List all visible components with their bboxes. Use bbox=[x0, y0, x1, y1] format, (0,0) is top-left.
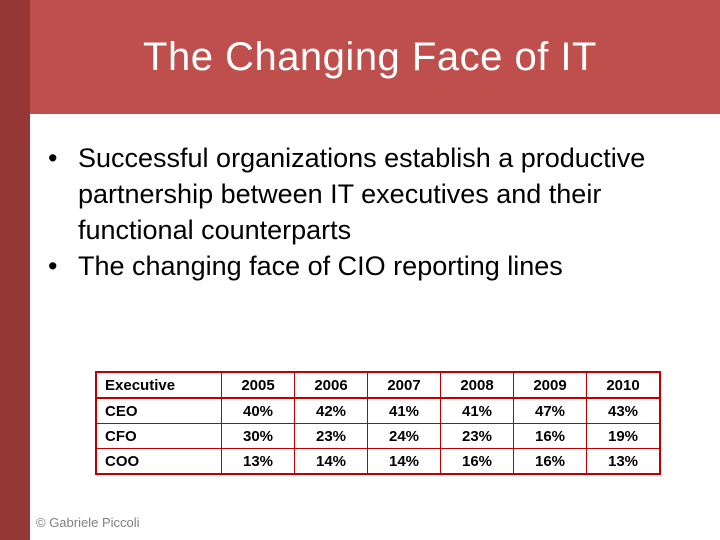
header-cell-executive: Executive bbox=[95, 371, 222, 399]
table-row-ceo: CEO 40% 42% 41% 41% 47% 43% bbox=[95, 397, 661, 424]
data-cell: 41% bbox=[440, 397, 514, 424]
data-cell: 14% bbox=[367, 448, 441, 475]
data-cell: 23% bbox=[440, 423, 514, 449]
data-cell: 30% bbox=[221, 423, 295, 449]
row-label-cell: CFO bbox=[95, 423, 222, 449]
data-cell: 16% bbox=[513, 448, 587, 475]
table-row-cfo: CFO 30% 23% 24% 23% 16% 19% bbox=[95, 423, 661, 449]
data-cell: 14% bbox=[294, 448, 368, 475]
header-cell-year: 2007 bbox=[367, 371, 441, 399]
data-cell: 43% bbox=[586, 397, 661, 424]
data-cell: 13% bbox=[221, 448, 295, 475]
left-accent-bar bbox=[0, 0, 30, 540]
data-cell: 24% bbox=[367, 423, 441, 449]
data-cell: 40% bbox=[221, 397, 295, 424]
data-cell: 23% bbox=[294, 423, 368, 449]
copyright-text: © Gabriele Piccoli bbox=[36, 515, 140, 530]
data-cell: 41% bbox=[367, 397, 441, 424]
bullet-text: Successful organizations establish a pro… bbox=[78, 143, 646, 245]
header-cell-year: 2005 bbox=[221, 371, 295, 399]
bullet-list: Successful organizations establish a pro… bbox=[42, 140, 652, 284]
bullet-text: The changing face of CIO reporting lines bbox=[78, 251, 563, 281]
header-cell-year: 2008 bbox=[440, 371, 514, 399]
bullet-item: Successful organizations establish a pro… bbox=[42, 140, 652, 248]
row-label-cell: COO bbox=[95, 448, 222, 475]
bullet-item: The changing face of CIO reporting lines bbox=[42, 248, 652, 284]
header-cell-year: 2009 bbox=[513, 371, 587, 399]
header-cell-year: 2006 bbox=[294, 371, 368, 399]
data-cell: 16% bbox=[440, 448, 514, 475]
data-cell: 19% bbox=[586, 423, 661, 449]
table-row-coo: COO 13% 14% 14% 16% 16% 13% bbox=[95, 448, 661, 475]
page-title: The Changing Face of IT bbox=[143, 34, 597, 79]
table-header-row: Executive 2005 2006 2007 2008 2009 2010 bbox=[95, 371, 661, 399]
data-cell: 16% bbox=[513, 423, 587, 449]
cio-reporting-table: Executive 2005 2006 2007 2008 2009 2010 … bbox=[95, 371, 661, 475]
data-cell: 13% bbox=[586, 448, 661, 475]
data-cell: 42% bbox=[294, 397, 368, 424]
row-label-cell: CEO bbox=[95, 397, 222, 424]
header-cell-year: 2010 bbox=[586, 371, 661, 399]
title-band: The Changing Face of IT bbox=[0, 0, 720, 114]
data-cell: 47% bbox=[513, 397, 587, 424]
